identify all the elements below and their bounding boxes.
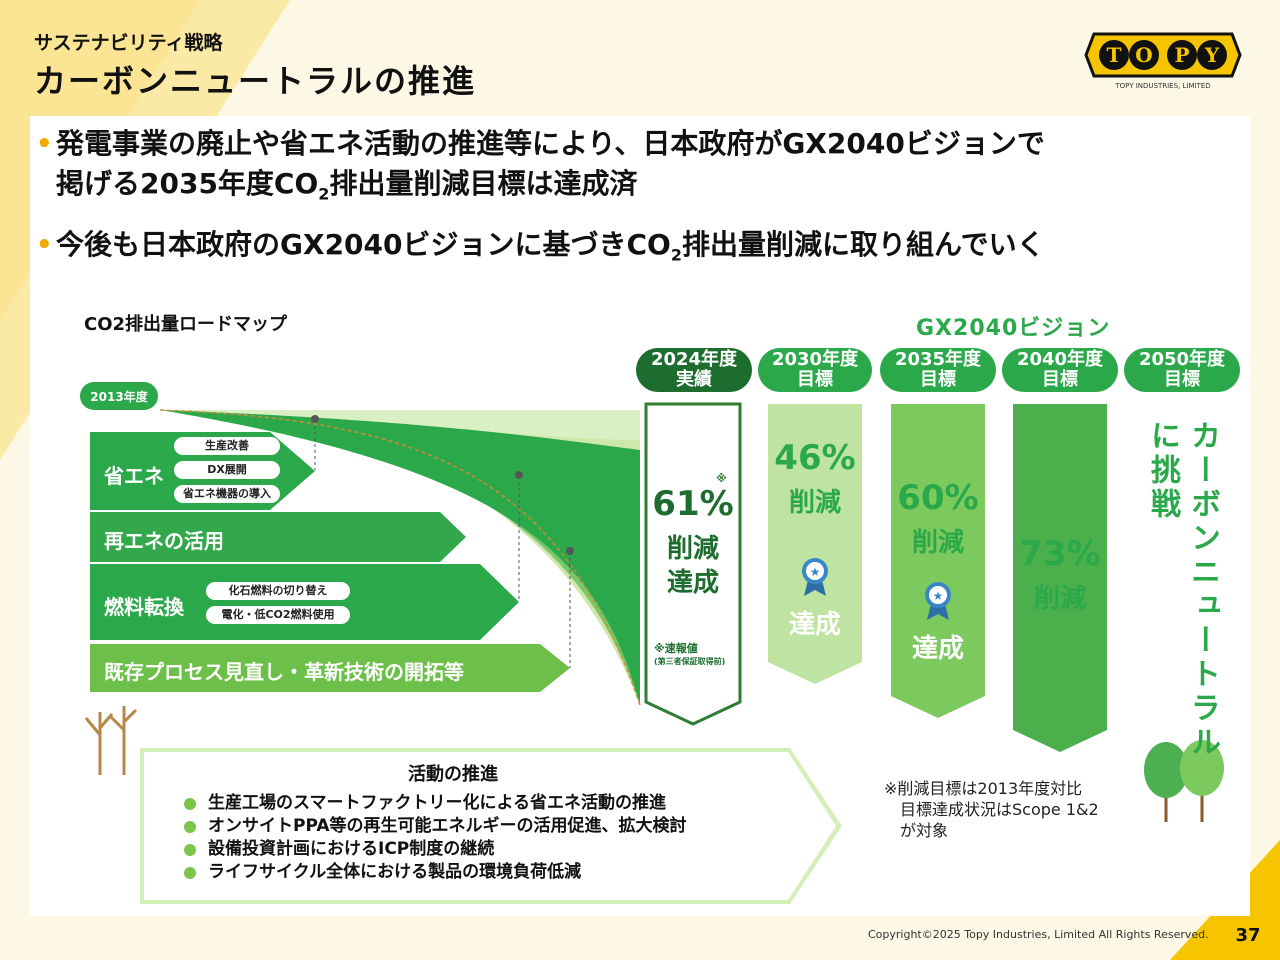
list-item: 生産工場のスマートファクトリー化による省エネ活動の推進 xyxy=(184,792,687,815)
lever-tag: DX展開 xyxy=(174,461,280,479)
lever-tag: 省エネ機器の導入 xyxy=(174,485,280,503)
column-header-2050: 2050年度 目標 xyxy=(1124,348,1240,392)
bullet-dot-icon xyxy=(184,797,196,810)
reduction-label: 削減 xyxy=(666,534,719,564)
column-header-2040: 2040年度 目標 xyxy=(1002,348,1118,392)
reduction-value-2030: 46% xyxy=(774,438,856,478)
bullet-item: • 発電事業の廃止や省エネ活動の推進等により、日本政府がGX2040ビジョンで … xyxy=(36,124,1236,215)
svg-text:TOPY INDUSTRIES, LIMITED: TOPY INDUSTRIES, LIMITED xyxy=(1114,82,1210,90)
lever-fuel-switch: 燃料転換 xyxy=(104,595,184,619)
svg-text:★: ★ xyxy=(810,565,821,579)
svg-text:★: ★ xyxy=(933,589,944,603)
copyright: Copyright©2025 Topy Industries, Limited … xyxy=(868,928,1209,941)
achieved-status: 達成 xyxy=(788,610,841,640)
page-title: カーボンニュートラルの推進 xyxy=(34,62,477,100)
reduction-value-2035: 60% xyxy=(897,478,979,518)
bullet-item: • 今後も日本政府のGX2040ビジョンに基づきCO2排出量削減に取り組んでいく xyxy=(36,225,1236,276)
svg-text:P: P xyxy=(1174,43,1189,67)
lever-tag: 化石燃料の切り替え xyxy=(206,582,350,600)
lever-tag: 生産改善 xyxy=(174,437,280,455)
svg-text:Y: Y xyxy=(1204,43,1220,67)
gx2040-title: GX2040ビジョン xyxy=(916,316,1111,341)
footnote-mark: ※ xyxy=(716,472,727,485)
bullet-dot-icon: • xyxy=(36,229,53,260)
list-item: 設備投資計画におけるICP制度の継続 xyxy=(184,838,687,861)
lever-energy-saving: 省エネ xyxy=(104,464,164,488)
svg-text:T: T xyxy=(1107,43,1122,67)
award-medal-icon: ★ xyxy=(925,582,951,620)
column-header-2030: 2030年度 目標 xyxy=(758,348,872,392)
lever-tag: 電化・低CO2燃料使用 xyxy=(206,606,350,624)
preliminary-note: ※速報値 xyxy=(654,642,698,655)
page-number: 37 xyxy=(1235,924,1261,946)
topy-logo: T O P Y TOPY INDUSTRIES, LIMITED xyxy=(1084,32,1242,90)
reduction-value-2040: 73% xyxy=(1019,534,1101,574)
bullet-dot-icon xyxy=(184,843,196,856)
challenge-vertical: に挑戦 xyxy=(1145,420,1180,522)
bullet-dot-icon xyxy=(184,820,196,833)
activities-title: 活動の推進 xyxy=(408,764,498,785)
key-bullets: • 発電事業の廃止や省エネ活動の推進等により、日本政府がGX2040ビジョンで … xyxy=(36,124,1236,285)
carbon-neutral-vertical: カーボンニュートラル xyxy=(1185,420,1220,760)
column-header-2024: 2024年度 実績 xyxy=(636,348,752,392)
column-header-2035: 2035年度 目標 xyxy=(880,348,996,392)
lever-process-innovation: 既存プロセス見直し・革新技術の開拓等 xyxy=(104,660,464,684)
svg-text:O: O xyxy=(1135,43,1152,67)
reduction-label: 削減 xyxy=(911,528,964,558)
preliminary-note-detail: (第三者保証取得前) xyxy=(654,657,726,666)
achieved-status: 達成 xyxy=(911,634,964,664)
target-note: ※削減目標は2013年度対比 目標達成状況はScope 1&2 が対象 xyxy=(884,779,1099,840)
section-subtitle: サステナビリティ戦略 xyxy=(34,32,223,54)
bullet-dot-icon xyxy=(184,866,196,879)
achieved-label: 達成 xyxy=(666,568,719,598)
roadmap-title: CO2排出量ロードマップ xyxy=(84,314,288,335)
activities-list: 生産工場のスマートファクトリー化による省エネ活動の推進 オンサイトPPA等の再生… xyxy=(184,792,687,884)
list-item: オンサイトPPA等の再生可能エネルギーの活用促進、拡大検討 xyxy=(184,815,687,838)
lever-renewable: 再エネの活用 xyxy=(104,529,224,553)
list-item: ライフサイクル全体における製品の環境負荷低減 xyxy=(184,861,687,884)
base-year-badge: 2013年度 xyxy=(80,382,158,410)
reduction-value-2024: 61% xyxy=(652,484,734,524)
reduction-label: 削減 xyxy=(1033,584,1086,614)
reduction-label: 削減 xyxy=(788,488,841,518)
award-medal-icon: ★ xyxy=(802,558,828,596)
bullet-dot-icon: • xyxy=(36,129,53,159)
